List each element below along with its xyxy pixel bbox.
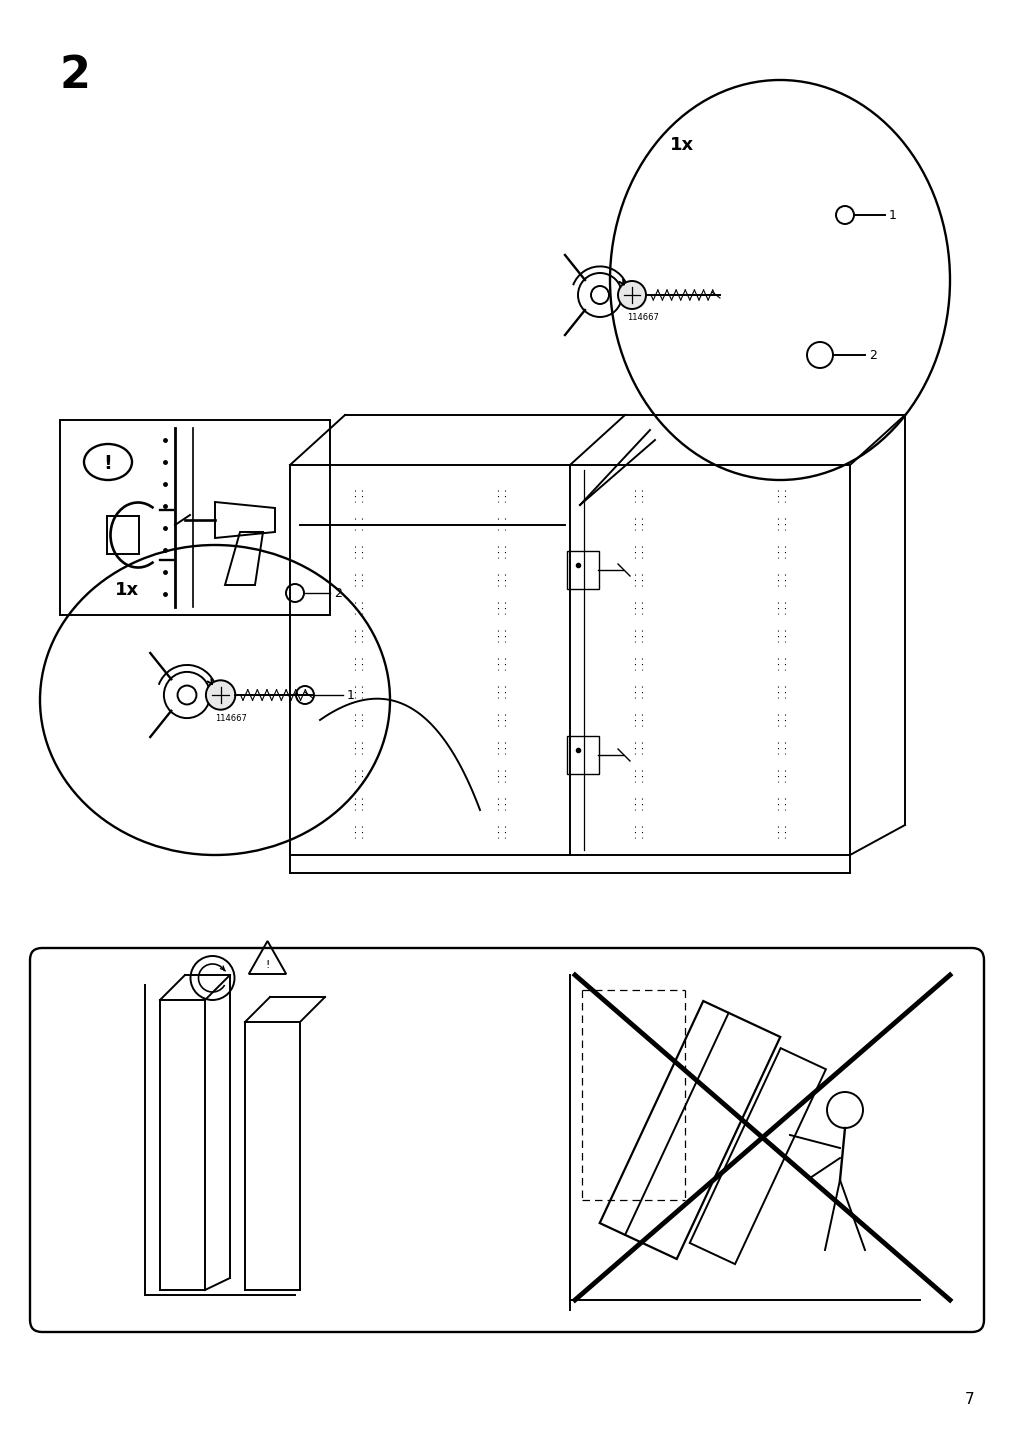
Text: 2: 2 (334, 587, 342, 600)
Text: !: ! (103, 454, 112, 473)
Text: 2: 2 (60, 53, 90, 96)
Circle shape (618, 281, 645, 309)
Text: 114667: 114667 (627, 314, 658, 322)
Text: 2: 2 (868, 348, 876, 361)
Text: 1x: 1x (115, 581, 139, 599)
Circle shape (205, 680, 236, 710)
Text: 7: 7 (964, 1392, 974, 1408)
Text: 1x: 1x (669, 136, 694, 155)
Text: 114667: 114667 (215, 715, 247, 723)
Text: 1: 1 (888, 209, 896, 222)
Text: !: ! (265, 959, 269, 969)
Text: 1: 1 (347, 689, 355, 702)
